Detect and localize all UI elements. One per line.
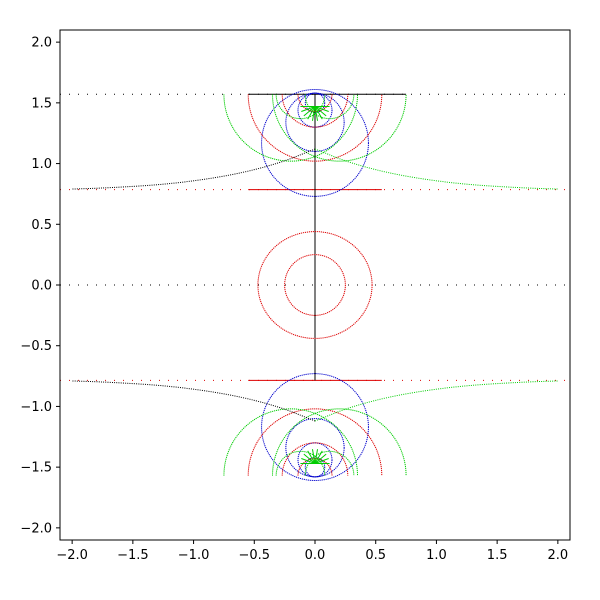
x-tick-label: −1.5 xyxy=(117,548,149,563)
curve-2 xyxy=(314,380,558,422)
circle-0 xyxy=(284,254,346,316)
circle-16 xyxy=(304,456,326,478)
arc-7 xyxy=(281,94,349,128)
ray-1-7 xyxy=(303,453,316,464)
arc-20 xyxy=(272,408,407,476)
x-tick-label: −0.5 xyxy=(238,548,270,563)
curve-0 xyxy=(314,148,558,190)
circle-13 xyxy=(261,373,369,482)
y-tick-label: −1.0 xyxy=(20,400,52,415)
x-tick-label: −2.0 xyxy=(56,548,88,563)
circle-3 xyxy=(285,92,345,152)
y-tick-label: −0.5 xyxy=(20,339,52,354)
ray-1-8 xyxy=(301,458,316,464)
y-tick-label: −1.5 xyxy=(20,461,52,476)
circle-4 xyxy=(297,92,333,128)
curve-1 xyxy=(72,148,316,190)
ray-1-2 xyxy=(314,453,327,464)
x-tick-label: 2.0 xyxy=(548,548,569,563)
circle-5 xyxy=(304,92,326,114)
x-tick-label: 1.0 xyxy=(426,548,447,563)
x-axis: −2.0 −1.5 −1.0 −0.5 0.0 0.5 1.0 1.5 2.0 xyxy=(56,540,568,563)
y-tick-label: 1.5 xyxy=(31,96,52,111)
arc-8 xyxy=(297,94,333,112)
y-tick-label: 0.5 xyxy=(31,218,52,233)
circle-1 xyxy=(257,231,373,339)
ray-1-1 xyxy=(314,458,329,464)
circle-2 xyxy=(261,89,369,197)
ray-1-3 xyxy=(314,450,323,464)
arc-18 xyxy=(281,442,349,476)
circle-15 xyxy=(297,442,333,478)
arc-9 xyxy=(272,94,407,162)
y-tick-label: 0.0 xyxy=(31,279,52,294)
arc-6 xyxy=(247,94,383,162)
y-axis: −2.0 −1.5 −1.0 −0.5 0.0 0.5 1.0 1.5 2.0 xyxy=(20,36,60,536)
y-tick-label: 1.0 xyxy=(31,157,52,172)
arc-19 xyxy=(297,458,333,476)
ray-0-2 xyxy=(303,106,316,117)
curve-3 xyxy=(72,380,316,422)
y-tick-label: −2.0 xyxy=(20,521,52,536)
arc-21 xyxy=(223,408,358,476)
ray-0-6 xyxy=(314,106,323,120)
arc-10 xyxy=(223,94,358,162)
ray-0-8 xyxy=(314,106,329,112)
ray-0-7 xyxy=(314,106,327,117)
x-tick-label: −1.0 xyxy=(178,548,210,563)
plot-content xyxy=(60,89,570,482)
ray-0-4 xyxy=(311,106,316,121)
arc-17 xyxy=(247,408,383,476)
ray-0-1 xyxy=(301,106,316,112)
ray-1-5 xyxy=(311,449,316,464)
ray-0-3 xyxy=(307,106,316,120)
x-tick-label: 0.0 xyxy=(305,548,326,563)
y-tick-label: 2.0 xyxy=(31,36,52,51)
circle-14 xyxy=(285,418,345,478)
x-tick-label: 0.5 xyxy=(365,548,386,563)
ray-0-5 xyxy=(314,106,319,121)
ray-1-6 xyxy=(307,450,316,464)
x-tick-label: 1.5 xyxy=(487,548,508,563)
ray-1-4 xyxy=(314,449,319,464)
